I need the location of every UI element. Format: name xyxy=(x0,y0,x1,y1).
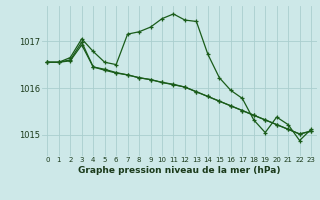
X-axis label: Graphe pression niveau de la mer (hPa): Graphe pression niveau de la mer (hPa) xyxy=(78,166,280,175)
